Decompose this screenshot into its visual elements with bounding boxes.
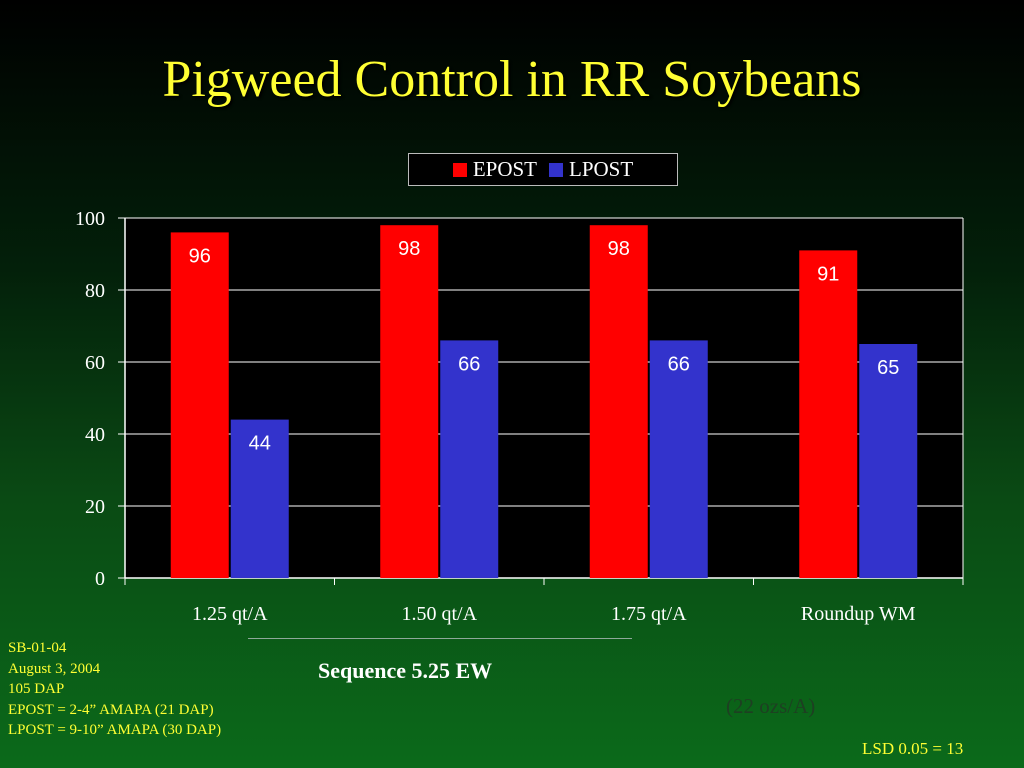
data-label-lpost-3: 65 bbox=[877, 357, 899, 379]
chart-subtitle: Sequence 5.25 EW bbox=[318, 658, 493, 683]
note-lpost: LPOST = 9-10” AMAPA (30 DAP) bbox=[8, 722, 222, 738]
note-epost: EPOST = 2-4” AMAPA (21 DAP) bbox=[8, 701, 214, 718]
y-tick-label-100: 100 bbox=[75, 208, 105, 230]
note-date: August 3, 2004 bbox=[8, 660, 101, 677]
chart-legend: EPOST LPOST bbox=[408, 153, 678, 186]
x-tick-label-1: 1.50 qt/A bbox=[401, 603, 477, 625]
data-label-epost-3: 91 bbox=[817, 263, 839, 285]
legend-swatch-lpost bbox=[549, 162, 563, 177]
y-tick-label-80: 80 bbox=[85, 280, 105, 302]
legend-label-lpost: LPOST bbox=[569, 157, 634, 181]
x-tick-label-3: Roundup WM bbox=[801, 603, 916, 625]
data-label-lpost-1: 66 bbox=[458, 353, 480, 375]
legend-item-epost: EPOST bbox=[452, 157, 537, 182]
lsd-value: LSD 0.05 = 13 bbox=[862, 739, 964, 758]
data-label-lpost-2: 66 bbox=[668, 353, 690, 375]
bar-epost-2 bbox=[589, 225, 648, 578]
bar-epost-1 bbox=[380, 225, 439, 578]
data-label-epost-1: 98 bbox=[398, 238, 420, 260]
bar-lpost-3 bbox=[859, 344, 918, 578]
legend-label-epost: EPOST bbox=[472, 157, 537, 181]
trial-notes: SB-01-04 August 3, 2004 105 DAP EPOST = … bbox=[8, 638, 221, 741]
y-tick-label-60: 60 bbox=[85, 352, 105, 374]
y-tick-label-40: 40 bbox=[85, 424, 105, 446]
legend-item-lpost: LPOST bbox=[549, 157, 633, 182]
bar-lpost-0 bbox=[230, 419, 289, 578]
bar-epost-3 bbox=[799, 250, 858, 578]
rate-footnote: (22 ozs/A) bbox=[726, 694, 816, 718]
x-tick-label-0: 1.25 qt/A bbox=[192, 603, 268, 625]
data-label-lpost-0: 44 bbox=[249, 433, 271, 455]
data-label-epost-2: 98 bbox=[608, 238, 630, 260]
note-dap: 105 DAP bbox=[8, 681, 65, 697]
bar-lpost-1 bbox=[440, 340, 499, 578]
legend-swatch-epost bbox=[452, 162, 467, 177]
y-tick-label-0: 0 bbox=[95, 568, 105, 590]
subtitle-divider bbox=[248, 638, 632, 639]
x-tick-label-2: 1.75 qt/A bbox=[611, 603, 687, 625]
slide-title: Pigweed Control in RR Soybeans bbox=[162, 51, 862, 108]
note-trial-id: SB-01-04 bbox=[8, 640, 67, 656]
bar-epost-0 bbox=[170, 232, 229, 578]
y-tick-label-20: 20 bbox=[85, 496, 105, 518]
data-label-epost-0: 96 bbox=[189, 245, 211, 267]
bar-lpost-2 bbox=[649, 340, 708, 578]
